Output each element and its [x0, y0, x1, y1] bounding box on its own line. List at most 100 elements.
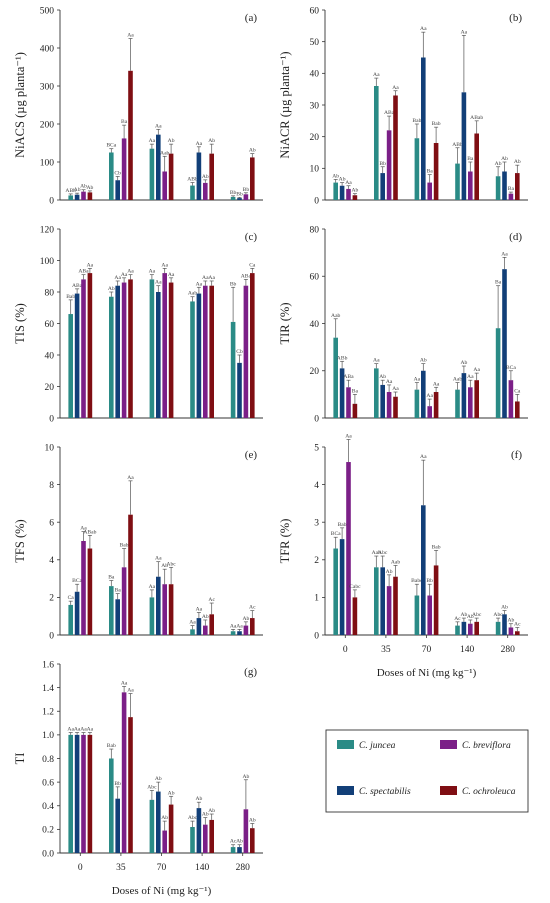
significance-label: Abc — [493, 612, 503, 618]
bar — [68, 314, 73, 418]
bar — [81, 734, 86, 853]
bar — [156, 292, 161, 418]
significance-label: Aab — [160, 150, 170, 156]
bar — [502, 171, 507, 200]
y-axis-title: TFS (%) — [13, 519, 27, 562]
bar — [230, 631, 236, 635]
bar — [250, 618, 255, 635]
x-tick-label: 35 — [381, 645, 391, 655]
y-tick-label: 120 — [40, 225, 55, 235]
bar — [339, 185, 345, 200]
x-axis-title: Doses of Ni (mg kg⁻¹) — [377, 667, 477, 679]
bar — [427, 595, 432, 635]
bar — [386, 130, 392, 200]
x-tick-label: 70 — [157, 863, 167, 873]
bar — [515, 631, 520, 635]
bar — [237, 198, 242, 200]
significance-label: Aa — [420, 26, 427, 32]
significance-label: BCa — [72, 578, 82, 584]
significance-label: Aa — [208, 275, 215, 281]
y-tick-label: 1 — [314, 594, 319, 604]
legend: C. juncea C. breviflora C. spectabilis C. o… — [325, 729, 529, 813]
significance-label: Bb — [236, 191, 243, 197]
bar — [149, 279, 155, 418]
bar — [74, 734, 80, 853]
y-axis-title: TI — [13, 753, 27, 765]
bar — [115, 798, 120, 853]
significance-label: Bab — [338, 522, 347, 528]
y-tick-label: 2 — [314, 556, 319, 566]
y-tick-label: 2 — [49, 594, 54, 604]
x-axis-title: Doses of Ni (mg kg⁻¹) — [112, 885, 212, 897]
significance-label: Ab — [249, 817, 256, 823]
significance-label: Aa — [80, 526, 87, 532]
bar — [495, 328, 501, 418]
significance-label: Ac — [514, 621, 521, 627]
bar — [495, 621, 501, 635]
bar — [352, 597, 358, 635]
legend-frame — [325, 729, 529, 813]
bar — [209, 153, 214, 200]
bar — [156, 576, 161, 635]
significance-label: Ab — [501, 605, 508, 611]
y-tick-label: 80 — [310, 225, 320, 235]
significance-label: Aa — [196, 606, 203, 612]
significance-label: Aa — [114, 275, 121, 281]
bar — [115, 599, 120, 635]
bar — [87, 548, 93, 635]
significance-label: Aa — [236, 623, 243, 629]
bar — [209, 285, 214, 418]
significance-label: Bb — [230, 281, 237, 287]
significance-label: Bab — [107, 743, 116, 749]
bar — [162, 584, 167, 635]
significance-label: Ca — [514, 388, 521, 394]
bar — [346, 387, 351, 418]
significance-label: Ab — [467, 614, 474, 620]
significance-label: Cabc — [349, 584, 361, 590]
bar — [87, 734, 93, 853]
y-tick-label: 100 — [40, 158, 55, 168]
y-tick-label: 0.6 — [42, 778, 54, 788]
bar — [109, 152, 114, 200]
significance-label: Bab — [432, 544, 441, 550]
bar — [237, 847, 242, 853]
bar — [414, 595, 420, 635]
significance-label: Ab — [242, 774, 249, 780]
significance-label: Aa — [392, 85, 399, 91]
significance-label: Ab — [108, 286, 115, 292]
bar — [414, 138, 420, 200]
bar — [455, 163, 460, 200]
bar — [87, 192, 93, 200]
significance-label: Ab — [155, 776, 162, 782]
y-tick-label: 0.4 — [42, 802, 54, 812]
significance-label: Aab — [391, 559, 401, 565]
bar — [474, 621, 479, 635]
y-tick-label: 30 — [310, 101, 320, 111]
bar — [250, 157, 255, 200]
y-tick-label: 4 — [49, 556, 54, 566]
bar — [203, 182, 208, 200]
bar — [196, 618, 202, 635]
significance-label: Bb — [230, 190, 237, 196]
y-tick-label: 0.2 — [42, 826, 54, 836]
significance-label: Ab — [242, 616, 249, 622]
bar — [68, 195, 73, 200]
bar — [346, 462, 351, 635]
bar — [474, 380, 479, 418]
significance-label: Aa — [149, 584, 156, 590]
bar — [196, 808, 202, 853]
bar — [352, 195, 358, 200]
x-tick-label: 280 — [236, 863, 251, 873]
y-tick-label: 20 — [310, 133, 320, 143]
panel-tag: (f) — [511, 449, 522, 461]
bar — [427, 406, 432, 418]
significance-label: Ab — [236, 839, 243, 845]
y-tick-label: 20 — [45, 383, 55, 393]
bar — [502, 269, 507, 418]
bar — [333, 337, 338, 418]
significance-label: Ba — [495, 280, 502, 286]
significance-label: Ab — [460, 612, 467, 618]
bar — [352, 403, 358, 418]
y-axis-title: NiACS (µg planta⁻¹) — [13, 52, 27, 158]
significance-label: Abc — [472, 612, 482, 618]
